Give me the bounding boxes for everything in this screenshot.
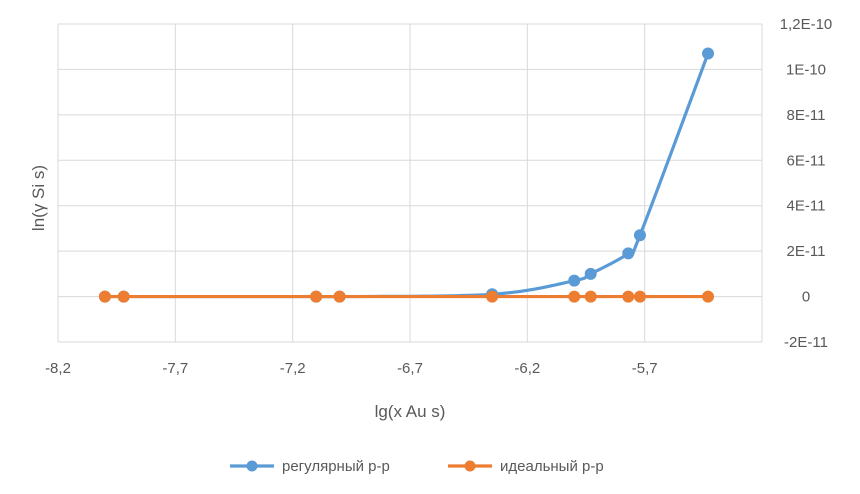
legend-label: регулярный р-р [282,458,390,475]
x-tick-label: -7,7 [162,360,188,377]
data-point [568,290,581,303]
y-tick-label: -2E-11 [784,334,828,351]
data-point [117,290,130,303]
y-tick-label: 4E-11 [787,198,826,215]
data-point [310,290,323,303]
x-tick-label: -5,7 [632,360,658,377]
data-point [584,290,597,303]
x-axis-tick-labels: -8,2 -7,7 -7,2 -6,7 -6,2 -5,7 [45,360,658,377]
y-tick-label: 8E-11 [787,107,826,124]
x-tick-label: -6,7 [397,360,423,377]
data-point [622,247,635,260]
data-point [633,290,646,303]
data-point [98,290,111,303]
series-1 [98,290,715,303]
data-point [584,267,597,280]
data-point [702,290,715,303]
y-tick-label: 6E-11 [787,152,826,169]
data-point [622,290,635,303]
y-tick-label: 1,2E-10 [780,16,833,33]
y-axis-tick-labels: 1,2E-10 1E-10 8E-11 6E-11 4E-11 2E-11 0 -2E-11 [780,16,833,351]
data-point [633,229,646,242]
y-axis-title: ln(γ Si s) [29,165,48,231]
x-tick-label: -6,2 [514,360,540,377]
y-tick-label: 1E-10 [786,61,826,78]
legend-marker [464,460,476,472]
legend-item-1: идеальный р-р [448,458,604,475]
legend-marker [246,460,258,472]
data-point [568,274,581,287]
series-layer [98,47,715,303]
y-tick-label: 0 [802,289,810,306]
x-tick-label: -7,2 [280,360,306,377]
data-point [333,290,346,303]
legend: регулярный р-р идеальный р-р [230,458,604,475]
y-tick-label: 2E-11 [787,243,826,260]
legend-label: идеальный р-р [500,458,604,475]
data-point [486,290,499,303]
data-point [702,47,715,60]
x-tick-label: -8,2 [45,360,71,377]
legend-item-0: регулярный р-р [230,458,390,475]
x-axis-title: lg(x Au s) [375,402,446,421]
